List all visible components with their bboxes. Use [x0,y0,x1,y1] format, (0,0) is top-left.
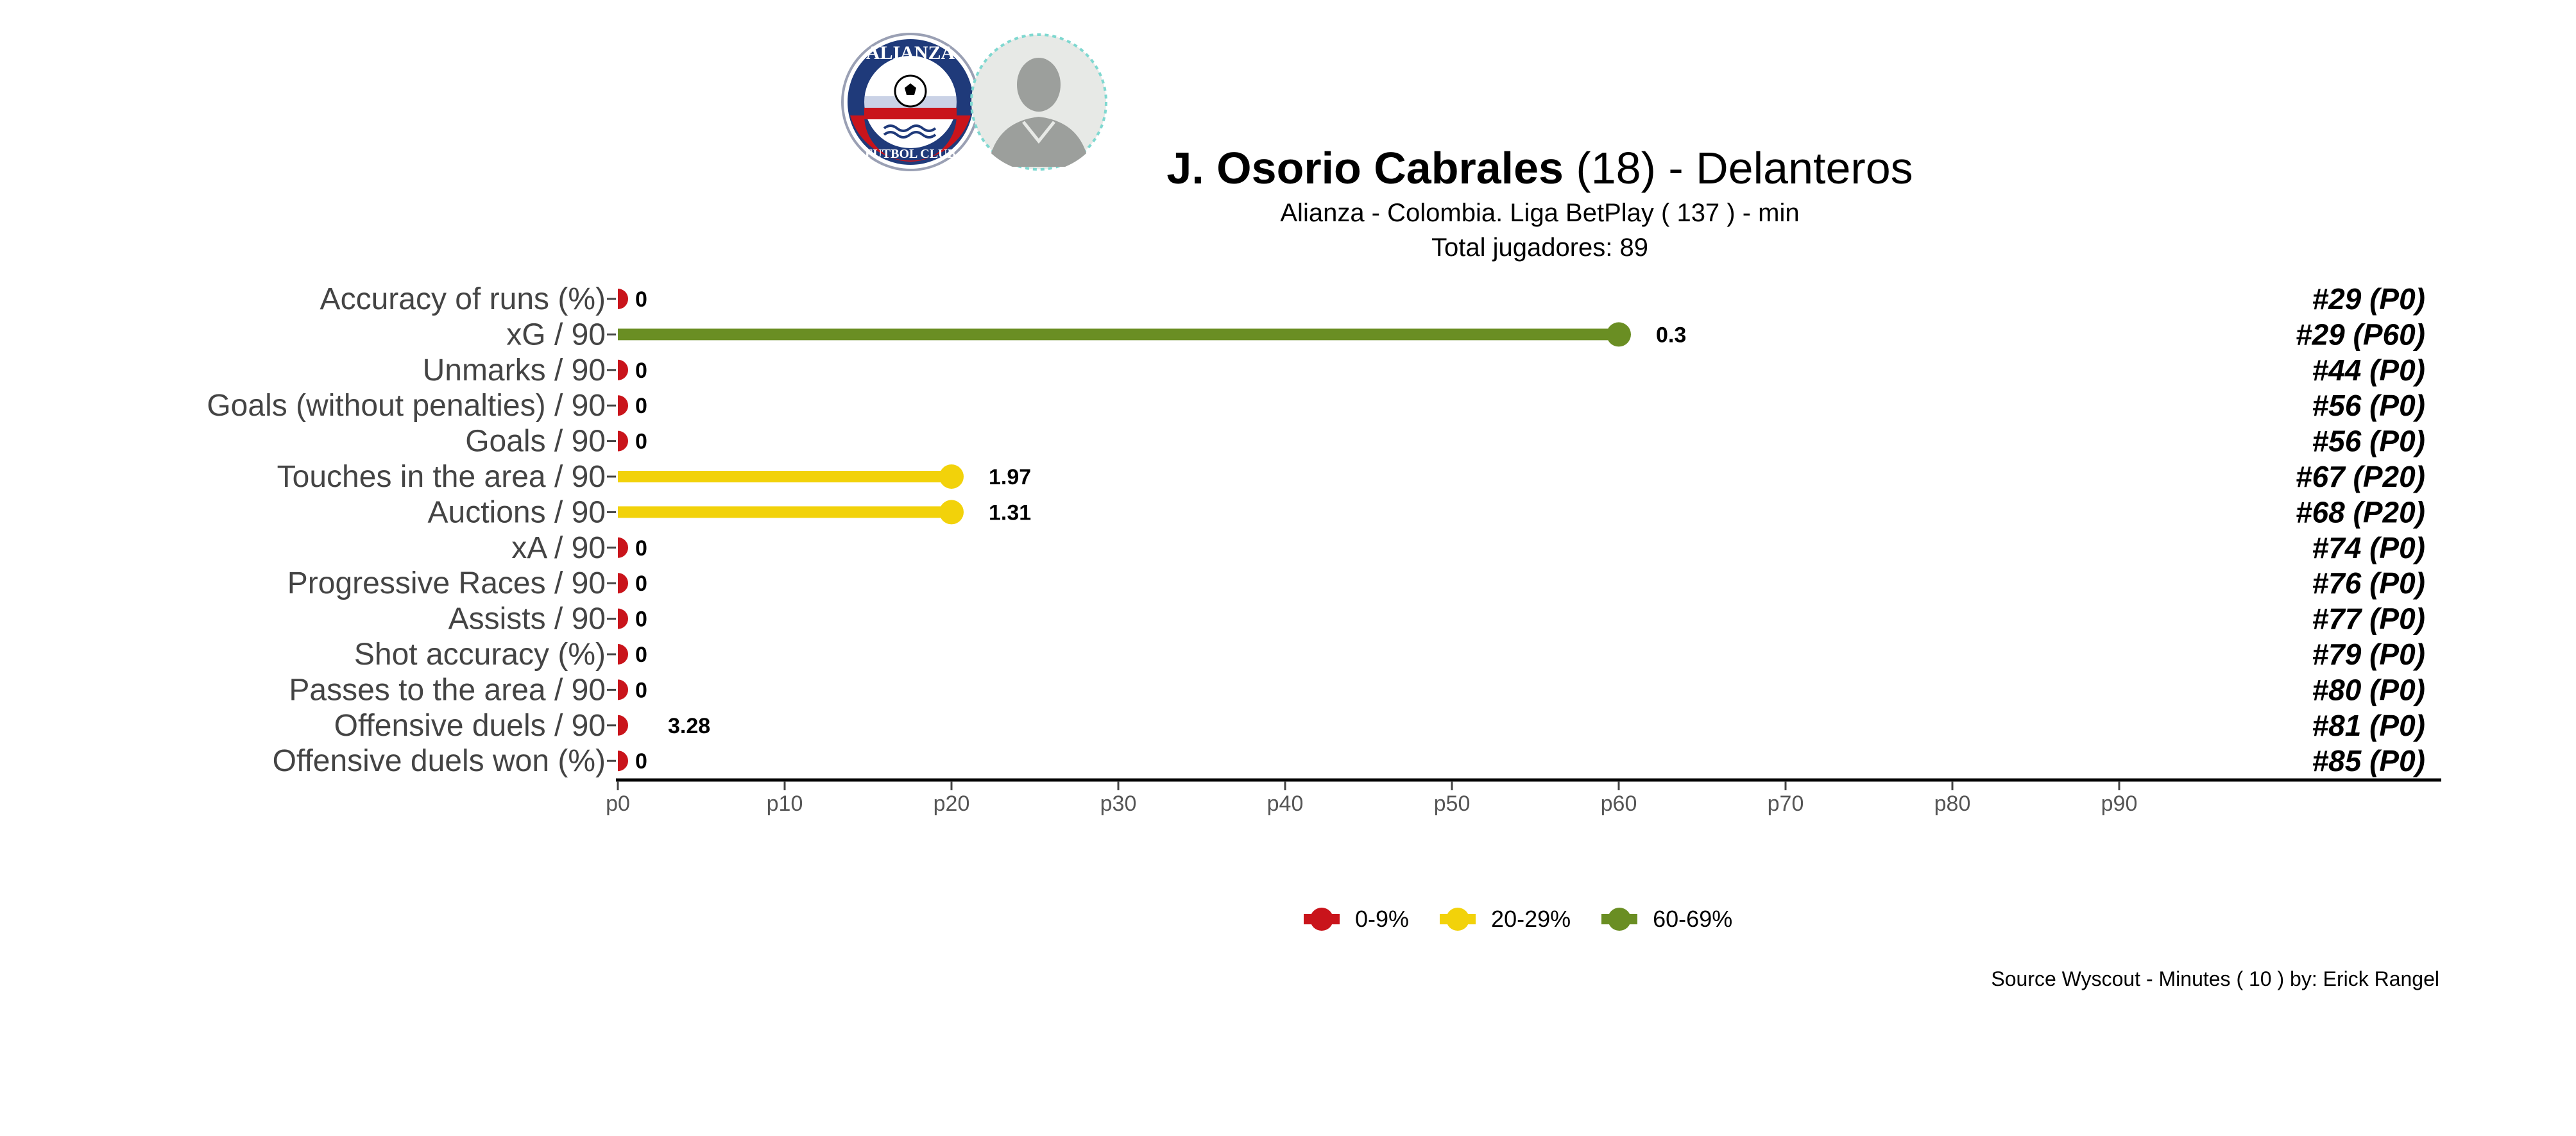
club-logo: ALIANZA FUTBOL CLUB [840,32,980,172]
title-separator: - [1668,143,1684,193]
category-label: Touches in the area / 90 [277,460,606,494]
category-label: Unmarks / 90 [423,353,606,387]
rank-label: #29 (P0) [2312,282,2425,316]
x-tick-label: p20 [934,792,970,816]
value-label: 0.3 [1656,323,1686,347]
subtitle-line2: Total jugadores: 89 [1431,233,1648,262]
value-label: 0 [635,536,647,561]
series-point [618,359,628,380]
chart-title: J. Osorio Cabrales (18) - Delanteros [1027,142,2053,194]
category-label: Offensive duels / 90 [334,709,606,743]
series-point [939,464,964,489]
player-position: Delanteros [1696,143,1913,193]
category-label: Offensive duels won (%) [273,744,606,778]
value-label: 3.28 [668,714,710,738]
value-label: 1.97 [989,465,1031,489]
value-label: 0 [635,572,647,596]
value-label: 0 [635,643,647,667]
x-tick-label: p50 [1434,792,1471,816]
category-label: xG / 90 [506,318,606,352]
series-point [618,715,628,736]
x-tick-label: p80 [1934,792,1971,816]
rank-label: #29 (P60) [2296,318,2425,351]
chart-header: J. Osorio Cabrales (18) - Delanteros Ali… [1027,142,2053,263]
rank-label: #67 (P20) [2296,460,2425,493]
series-point [618,644,628,665]
rank-label: #56 (P0) [2312,389,2425,422]
x-tick-label: p0 [606,792,630,816]
x-tick-label: p30 [1100,792,1137,816]
category-label: Accuracy of runs (%) [320,282,606,316]
legend-label: 0-9% [1355,906,1410,932]
category-label: Progressive Races / 90 [287,566,606,600]
value-label: 0 [635,394,647,418]
value-label: 0 [635,287,647,312]
player-name: J. Osorio Cabrales [1166,143,1564,193]
rank-label: #56 (P0) [2312,425,2425,458]
category-label: Goals / 90 [465,425,606,459]
value-label: 0 [635,749,647,774]
rank-label: #77 (P0) [2312,602,2425,636]
legend-item-60-69: 60-69% [1600,906,1732,933]
rank-label: #80 (P0) [2312,673,2425,706]
value-label: 0 [635,359,647,383]
x-tick-label: p90 [2101,792,2138,816]
legend-marker-red [1304,908,1340,931]
category-label: Passes to the area / 90 [289,673,606,707]
legend-label: 20-29% [1491,906,1571,932]
source-caption: Source Wyscout - Minutes ( 10 ) by: Eric… [1991,967,2439,990]
series-point [618,430,628,452]
series-point [1607,322,1631,347]
logo-text-bottom: FUTBOL CLUB [865,147,956,161]
value-label: 1.31 [989,500,1031,525]
value-label: 0 [635,678,647,702]
category-label: Shot accuracy (%) [354,638,606,672]
legend-item-0-9: 0-9% [1302,906,1409,933]
player-age: (18) [1576,143,1656,193]
rank-label: #68 (P20) [2296,495,2425,529]
series-point [618,289,628,309]
series-point [618,608,628,629]
category-label: Auctions / 90 [428,495,606,529]
series-point [939,500,964,525]
category-label: Assists / 90 [448,602,606,636]
x-tick-label: p40 [1267,792,1304,816]
rank-label: #81 (P0) [2312,709,2425,742]
legend-item-20-29: 20-29% [1438,906,1571,933]
series-point [618,573,628,594]
x-tick-label: p10 [767,792,803,816]
rank-label: #85 (P0) [2312,744,2425,777]
value-label: 0 [635,430,647,454]
rank-label: #44 (P0) [2312,353,2425,387]
rank-label: #79 (P0) [2312,638,2425,671]
series-point [618,395,628,416]
value-label: 0 [635,607,647,632]
series-point [618,537,628,558]
x-tick-label: p60 [1601,792,1637,816]
series-point [618,750,628,772]
legend-marker-green [1601,908,1638,931]
category-label: xA / 90 [511,531,606,565]
series-point [618,679,628,700]
rank-label: #76 (P0) [2312,566,2425,600]
legend-label: 60-69% [1653,906,1733,932]
rank-label: #74 (P0) [2312,531,2425,564]
player-avatar [969,32,1109,172]
category-label: Goals (without penalties) / 90 [207,389,606,423]
x-tick-label: p70 [1768,792,1804,816]
legend: 0-9% 20-29% 60-69% [1302,906,1732,933]
logo-text-top: ALIANZA [866,42,955,64]
subtitle-line1: Alianza - Colombia. Liga BetPlay ( 137 )… [1280,199,1800,227]
legend-marker-yellow [1440,908,1476,931]
